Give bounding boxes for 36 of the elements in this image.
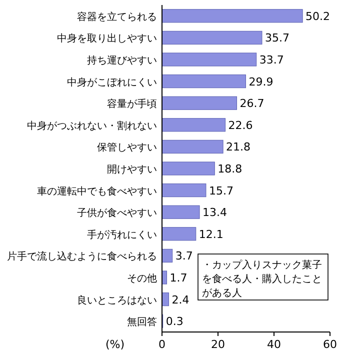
x-tick-label: 20 xyxy=(211,338,225,351)
y-tick-label: 無回答 xyxy=(127,316,157,328)
y-tick-label: その他 xyxy=(127,272,157,284)
data-label: 35.7 xyxy=(264,32,290,45)
data-label: 13.4 xyxy=(202,206,228,220)
annotation: ・カップ入りスナック菓子を食べる人・購入したことがある人 xyxy=(202,259,322,299)
y-tick-label: 車の運転中でも食べやすい xyxy=(37,185,157,198)
y-tick-label: 良いところはない xyxy=(77,294,157,306)
x-tick-label: 60 xyxy=(323,338,337,351)
y-tick-label: 容器を立てられる xyxy=(77,10,157,23)
data-label: 15.7 xyxy=(208,184,234,198)
data-label: 33.7 xyxy=(259,54,284,66)
data-label: 0.3 xyxy=(166,315,184,328)
data-label: 1.7 xyxy=(170,272,188,284)
y-tick-label: 持ち運びやすい xyxy=(87,54,157,66)
y-tick-label: 片手で流し込むように食べられる xyxy=(7,250,157,263)
x-tick-label: 40 xyxy=(267,338,281,351)
x-tick-label: 0 xyxy=(158,338,166,351)
data-label: 29.9 xyxy=(248,75,274,88)
y-tick-label: 保管しやすい xyxy=(97,142,157,154)
data-label: 50.2 xyxy=(306,10,330,23)
data-label: 21.8 xyxy=(226,140,251,154)
data-label: 2.4 xyxy=(172,293,190,306)
y-tick-label: 開けやすい xyxy=(107,164,157,176)
data-label: 3.7 xyxy=(175,250,193,263)
data-label: 18.8 xyxy=(218,162,242,176)
y-tick-label: 子供が食べやすい xyxy=(77,207,157,220)
y-tick-label: 中身を取り出しやすい xyxy=(57,32,157,45)
data-label: 22.6 xyxy=(228,118,253,132)
y-tick-label: 手が汚れにくい xyxy=(87,228,157,241)
data-label: 26.7 xyxy=(240,97,264,110)
y-tick-label: 容量が手頃 xyxy=(107,98,157,110)
y-tick-label: 中身がつぶれない・割れない xyxy=(27,120,157,132)
x-axis-title: (%) xyxy=(105,338,125,351)
y-tick-label: 中身がこぼれにくい xyxy=(67,76,157,88)
data-label: 12.1 xyxy=(198,228,224,241)
